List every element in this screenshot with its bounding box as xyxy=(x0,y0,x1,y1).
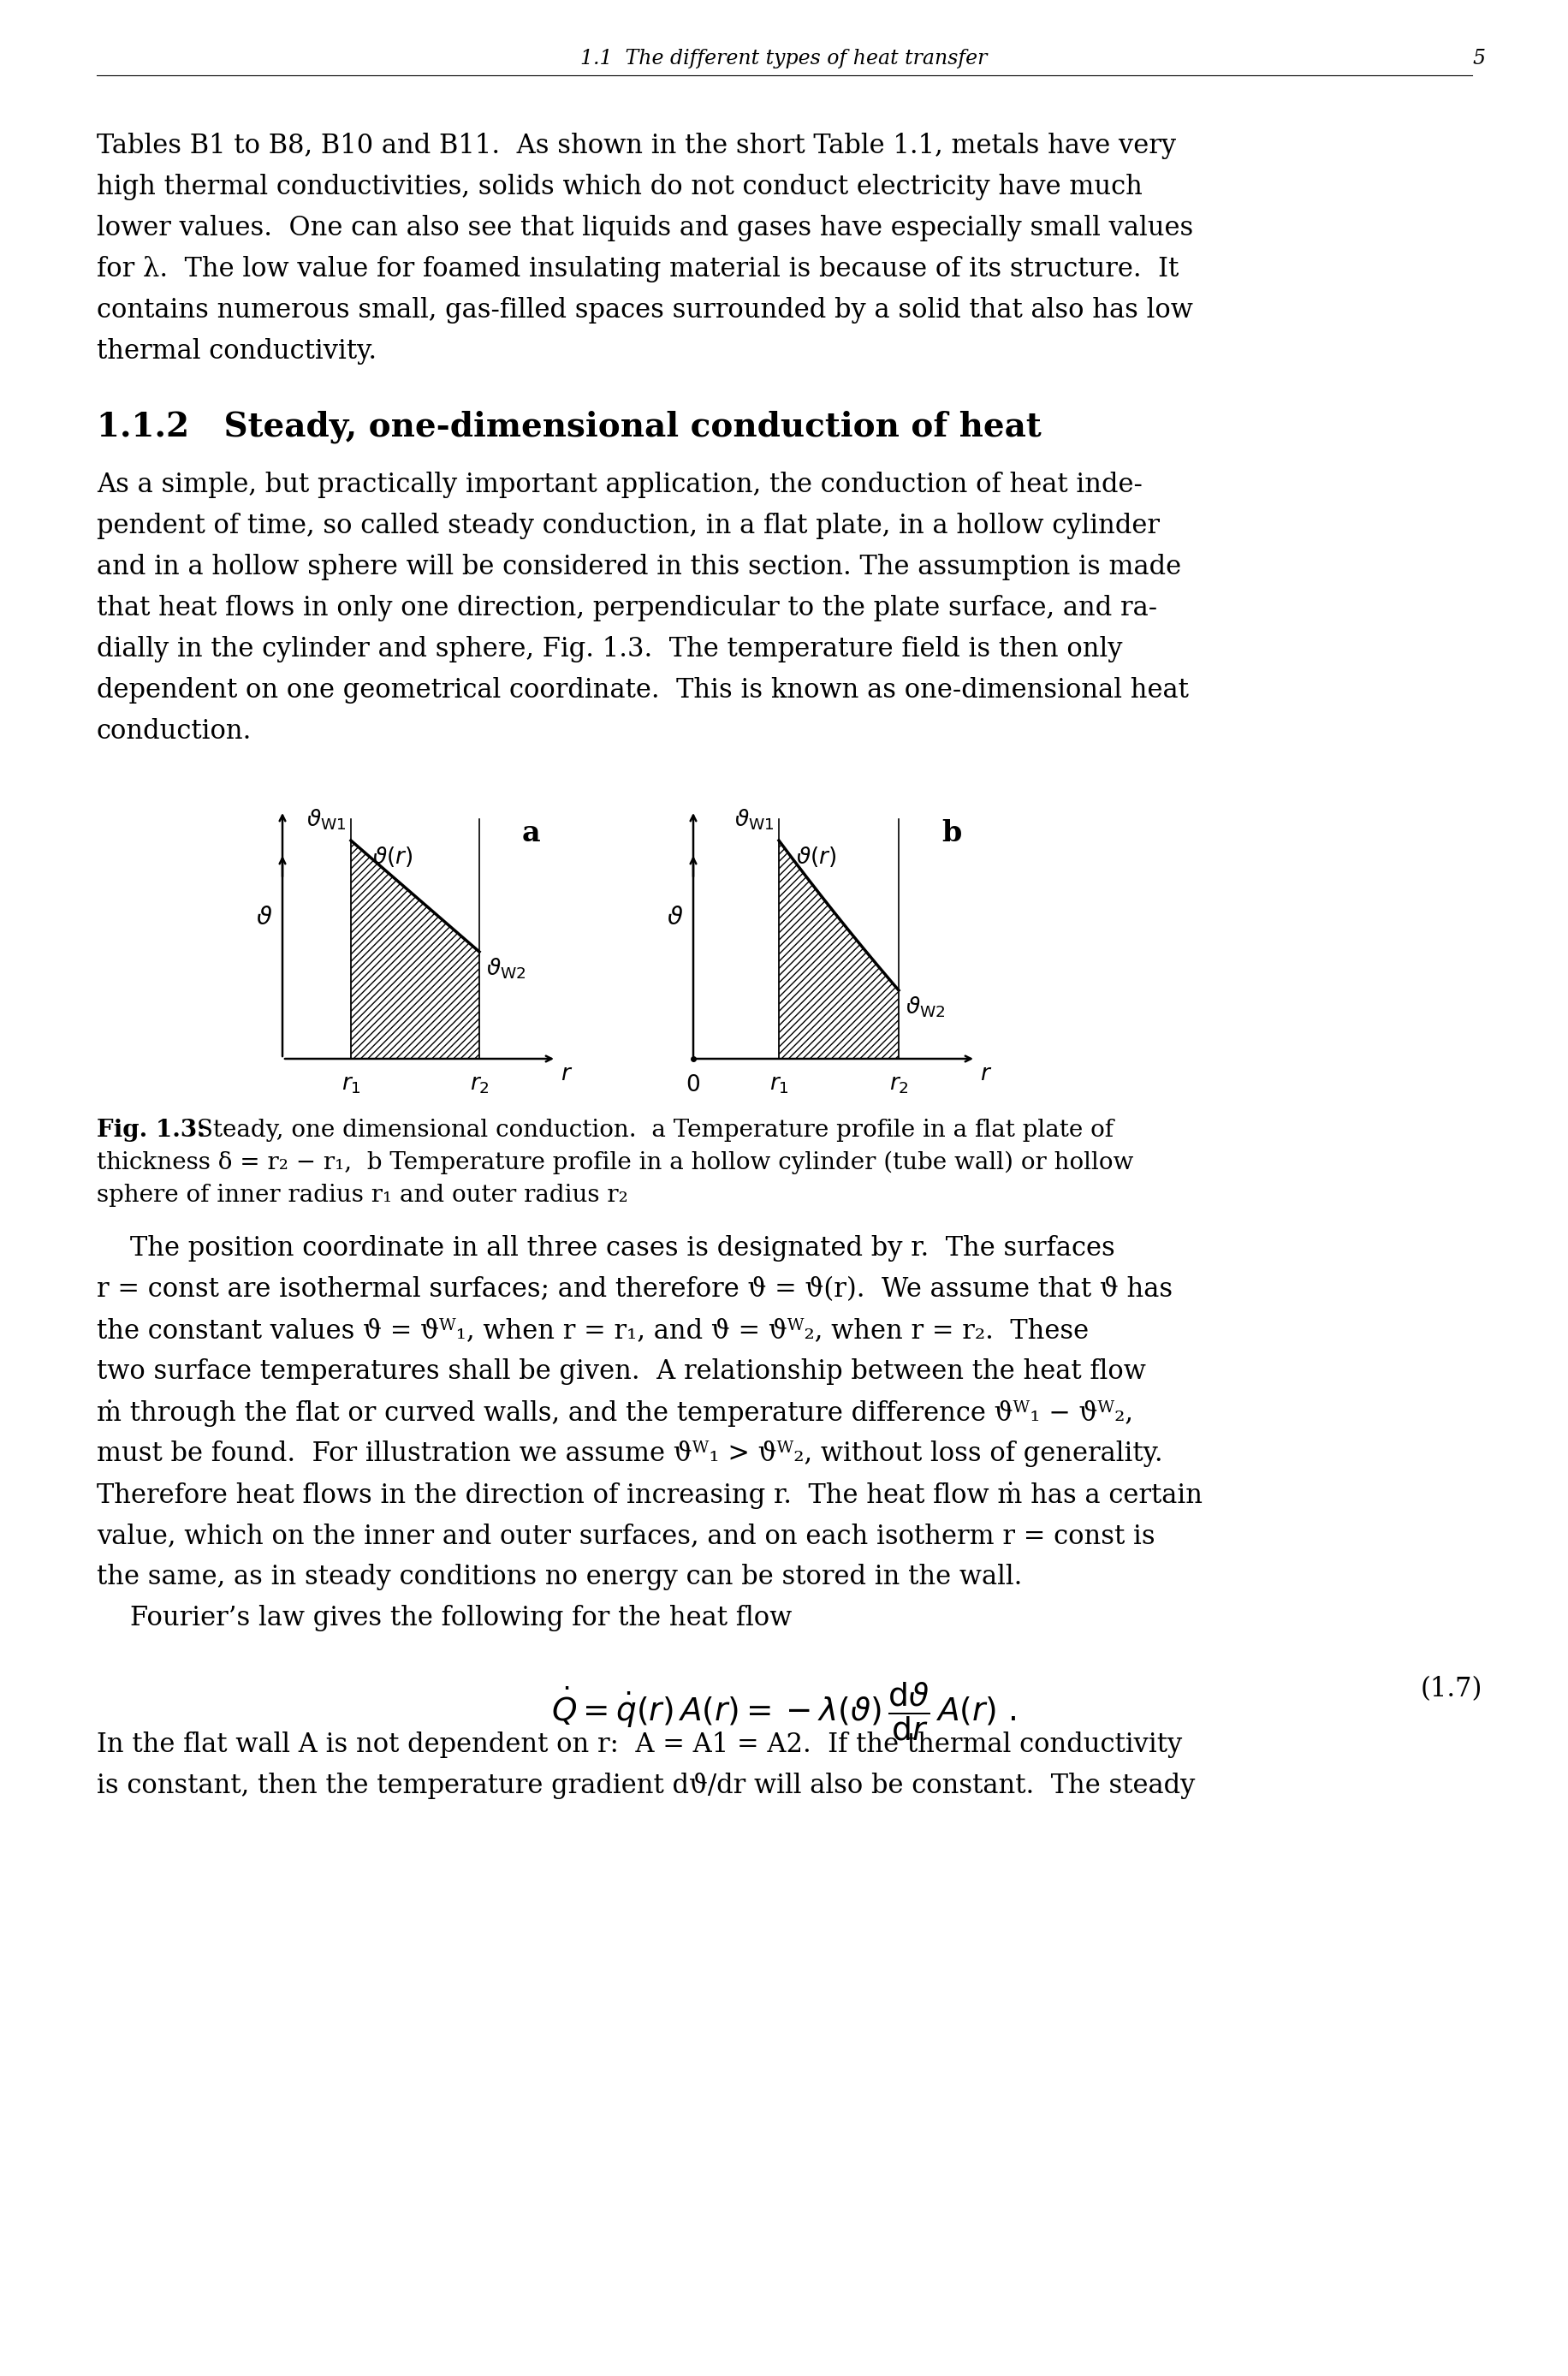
Text: The position coordinate in all three cases is designated by r.  The surfaces: The position coordinate in all three cas… xyxy=(97,1236,1115,1262)
Text: thermal conductivity.: thermal conductivity. xyxy=(97,337,376,364)
Text: 5: 5 xyxy=(1471,48,1485,69)
Text: $r_1$: $r_1$ xyxy=(768,1074,789,1095)
Text: (1.7): (1.7) xyxy=(1421,1675,1482,1701)
Text: two surface temperatures shall be given.  A relationship between the heat flow: two surface temperatures shall be given.… xyxy=(97,1359,1145,1385)
Text: ṁ through the flat or curved walls, and the temperature difference ϑᵂ₁ − ϑᵂ₂,: ṁ through the flat or curved walls, and … xyxy=(97,1399,1132,1428)
Text: must be found.  For illustration we assume ϑᵂ₁ > ϑᵂ₂, without loss of generality: must be found. For illustration we assum… xyxy=(97,1440,1162,1466)
Text: $\vartheta_{\rm W2}$: $\vartheta_{\rm W2}$ xyxy=(905,996,946,1019)
Text: $\vartheta(r)$: $\vartheta(r)$ xyxy=(372,846,412,870)
Text: dially in the cylinder and sphere, Fig. 1.3.  The temperature field is then only: dially in the cylinder and sphere, Fig. … xyxy=(97,637,1121,663)
Text: value, which on the inner and outer surfaces, and on each isotherm r = const is: value, which on the inner and outer surf… xyxy=(97,1523,1154,1549)
Text: sphere of inner radius r₁ and outer radius r₂: sphere of inner radius r₁ and outer radi… xyxy=(97,1183,627,1207)
Text: b: b xyxy=(941,820,961,848)
Text: r = const are isothermal surfaces; and therefore ϑ = ϑ(r).  We assume that ϑ has: r = const are isothermal surfaces; and t… xyxy=(97,1276,1171,1302)
Text: Steady, one dimensional conduction.  a Temperature profile in a flat plate of: Steady, one dimensional conduction. a Te… xyxy=(190,1119,1113,1143)
Text: $\vartheta_{\rm W2}$: $\vartheta_{\rm W2}$ xyxy=(486,955,525,981)
Text: Therefore heat flows in the direction of increasing r.  The heat flow ṁ has a ce: Therefore heat flows in the direction of… xyxy=(97,1483,1203,1509)
Text: contains numerous small, gas-filled spaces surrounded by a solid that also has l: contains numerous small, gas-filled spac… xyxy=(97,297,1192,323)
Text: is constant, then the temperature gradient dϑ/dr will also be constant.  The ste: is constant, then the temperature gradie… xyxy=(97,1772,1195,1799)
Text: Fourier’s law gives the following for the heat flow: Fourier’s law gives the following for th… xyxy=(97,1604,792,1632)
Polygon shape xyxy=(778,841,898,1060)
Text: the same, as in steady conditions no energy can be stored in the wall.: the same, as in steady conditions no ene… xyxy=(97,1563,1022,1590)
Text: $\vartheta(r)$: $\vartheta(r)$ xyxy=(795,846,836,870)
Text: $r_2$: $r_2$ xyxy=(889,1074,908,1095)
Text: $\dot{Q} = \dot{q}(r)\,A(r) = -\lambda(\vartheta)\,\dfrac{\mathrm{d}\vartheta}{\: $\dot{Q} = \dot{q}(r)\,A(r) = -\lambda(\… xyxy=(550,1680,1016,1742)
Text: that heat flows in only one direction, perpendicular to the plate surface, and r: that heat flows in only one direction, p… xyxy=(97,594,1157,623)
Text: $\vartheta$: $\vartheta$ xyxy=(256,905,271,929)
Text: pendent of time, so called steady conduction, in a flat plate, in a hollow cylin: pendent of time, so called steady conduc… xyxy=(97,513,1159,539)
Text: thickness δ = r₂ − r₁,  b Temperature profile in a hollow cylinder (tube wall) o: thickness δ = r₂ − r₁, b Temperature pro… xyxy=(97,1152,1134,1174)
Text: As a simple, but practically important application, the conduction of heat inde-: As a simple, but practically important a… xyxy=(97,470,1142,499)
Text: a: a xyxy=(522,820,541,848)
Text: $r_2$: $r_2$ xyxy=(469,1074,489,1095)
Text: $\vartheta$: $\vartheta$ xyxy=(666,905,682,929)
Text: 1.1  The different types of heat transfer: 1.1 The different types of heat transfer xyxy=(580,48,986,69)
Text: $\vartheta_{\rm W1}$: $\vartheta_{\rm W1}$ xyxy=(307,808,347,832)
Text: $\vartheta_{\rm W1}$: $\vartheta_{\rm W1}$ xyxy=(734,808,775,832)
Text: Tables B1 to B8, B10 and B11.  As shown in the short Table 1.1, metals have very: Tables B1 to B8, B10 and B11. As shown i… xyxy=(97,133,1176,159)
Text: 1.1.2   Steady, one-dimensional conduction of heat: 1.1.2 Steady, one-dimensional conduction… xyxy=(97,411,1041,442)
Text: conduction.: conduction. xyxy=(97,718,252,744)
Text: high thermal conductivities, solids which do not conduct electricity have much: high thermal conductivities, solids whic… xyxy=(97,173,1142,200)
Text: In the flat wall A is not dependent on r:  A = A1 = A2.  If the thermal conducti: In the flat wall A is not dependent on r… xyxy=(97,1732,1182,1758)
Text: dependent on one geometrical coordinate.  This is known as one-dimensional heat: dependent on one geometrical coordinate.… xyxy=(97,677,1189,703)
Text: $0$: $0$ xyxy=(685,1074,701,1095)
Text: the constant values ϑ = ϑᵂ₁, when r = r₁, and ϑ = ϑᵂ₂, when r = r₂.  These: the constant values ϑ = ϑᵂ₁, when r = r₁… xyxy=(97,1316,1088,1345)
Text: and in a hollow sphere will be considered in this section. The assumption is mad: and in a hollow sphere will be considere… xyxy=(97,554,1181,580)
Text: Fig. 1.3:: Fig. 1.3: xyxy=(97,1119,205,1143)
Text: $r$: $r$ xyxy=(980,1062,991,1083)
Polygon shape xyxy=(351,841,480,1060)
Text: $r_1$: $r_1$ xyxy=(340,1074,361,1095)
Text: lower values.  One can also see that liquids and gases have especially small val: lower values. One can also see that liqu… xyxy=(97,214,1193,242)
Text: for λ.  The low value for foamed insulating material is because of its structure: for λ. The low value for foamed insulati… xyxy=(97,257,1178,283)
Text: $r$: $r$ xyxy=(560,1062,572,1083)
